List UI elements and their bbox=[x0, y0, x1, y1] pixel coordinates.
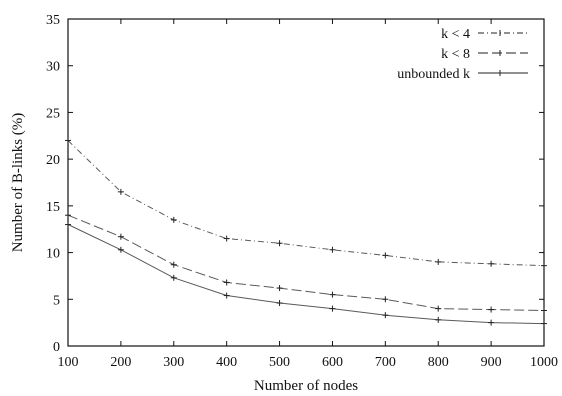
x-axis-label: Number of nodes bbox=[254, 378, 358, 394]
y-tick-label: 10 bbox=[46, 247, 60, 262]
data-point bbox=[170, 216, 177, 223]
data-point bbox=[541, 307, 547, 314]
x-tick-label: 300 bbox=[163, 355, 184, 370]
x-tick-label: 800 bbox=[428, 355, 449, 370]
x-tick-label: 100 bbox=[58, 355, 79, 370]
data-point bbox=[541, 262, 547, 269]
x-tick-label: 600 bbox=[322, 355, 343, 370]
data-point bbox=[65, 212, 71, 219]
data-point bbox=[65, 221, 71, 228]
legend-label: unbounded k bbox=[397, 67, 470, 82]
series-line-2 bbox=[67, 214, 545, 311]
data-point bbox=[488, 319, 495, 326]
y-tick-label: 20 bbox=[46, 153, 60, 168]
data-point bbox=[223, 235, 230, 242]
data-point bbox=[117, 188, 124, 195]
data-point bbox=[276, 285, 283, 292]
x-tick-label: 700 bbox=[375, 355, 396, 370]
data-point bbox=[329, 305, 336, 312]
data-point bbox=[223, 279, 230, 286]
x-axis-ticks: 100 200 300 400 500 600 700 800 900 1000 bbox=[58, 19, 558, 370]
data-point bbox=[117, 233, 124, 240]
data-point bbox=[329, 291, 336, 298]
y-tick-label: 30 bbox=[46, 60, 60, 75]
legend-label: k < 8 bbox=[441, 47, 470, 62]
x-tick-label: 200 bbox=[110, 355, 131, 370]
data-point bbox=[65, 137, 71, 144]
series-line-3 bbox=[67, 224, 545, 325]
y-axis-ticks: 0 5 10 15 20 25 30 35 bbox=[46, 13, 544, 355]
data-point bbox=[276, 240, 283, 247]
y-tick-label: 0 bbox=[53, 340, 60, 355]
data-point bbox=[223, 292, 230, 299]
data-point bbox=[435, 305, 442, 312]
y-axis-label: Number of B-links (%) bbox=[10, 113, 26, 253]
data-point bbox=[382, 252, 389, 259]
y-tick-label: 5 bbox=[53, 293, 60, 308]
data-point bbox=[435, 258, 442, 265]
series-line-1 bbox=[67, 140, 545, 267]
plot-border bbox=[67, 18, 545, 347]
data-point bbox=[488, 260, 495, 267]
legend-label: k < 4 bbox=[441, 27, 470, 42]
series-layer bbox=[65, 137, 547, 327]
data-point bbox=[541, 320, 547, 327]
x-tick-label: 900 bbox=[481, 355, 502, 370]
data-point bbox=[170, 274, 177, 281]
data-point bbox=[435, 316, 442, 323]
x-tick-label: 500 bbox=[269, 355, 290, 370]
data-point bbox=[329, 246, 336, 253]
data-point bbox=[488, 306, 495, 313]
data-point bbox=[382, 312, 389, 319]
y-tick-label: 15 bbox=[46, 200, 60, 215]
y-tick-label: 25 bbox=[46, 106, 60, 121]
plot-frame bbox=[67, 18, 545, 347]
x-tick-label: 400 bbox=[216, 355, 237, 370]
x-tick-label: 1000 bbox=[530, 355, 558, 370]
y-tick-label: 35 bbox=[46, 13, 60, 28]
data-point bbox=[382, 296, 389, 303]
data-point bbox=[276, 300, 283, 307]
data-point bbox=[117, 246, 124, 253]
legend: k < 4 k < 8 unbounded k bbox=[397, 27, 528, 82]
data-point bbox=[170, 261, 177, 268]
